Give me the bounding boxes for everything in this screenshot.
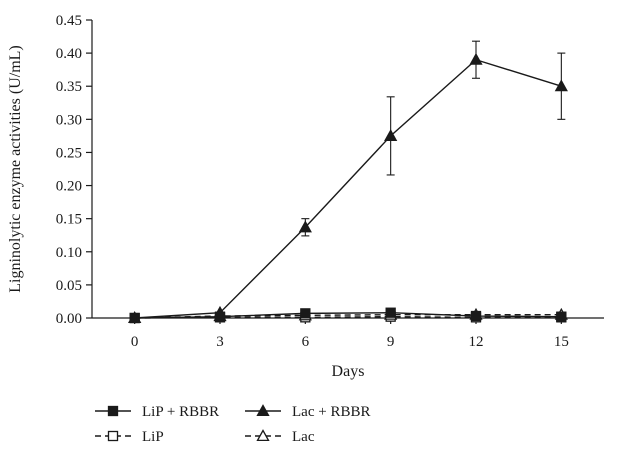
axes [91, 20, 604, 319]
legend-item-lac-rbbr: Lac + RBBR [245, 404, 370, 420]
y-tick-label: 0.10 [56, 245, 82, 261]
legend-marker-lip [107, 430, 119, 442]
series-line-lac-rbbr [134, 58, 562, 319]
axis-ticks: 0.00 0.05 0.10 0.15 0.20 0.25 0.30 0.35 0.40 0.45… [56, 13, 569, 350]
y-tick-label: 0.05 [56, 278, 82, 294]
x-tick-label: 0 [131, 334, 139, 350]
data-point-lac-rbbr [554, 79, 568, 92]
legend-marker-lac-rbbr [256, 404, 270, 417]
x-axis-title: Days [332, 363, 365, 380]
x-tick-label: 3 [216, 334, 224, 350]
y-tick-label: 0.30 [56, 112, 82, 128]
series-layer [128, 40, 568, 324]
legend-label-lip: LiP [142, 429, 164, 445]
series-lac-rbbr [128, 40, 568, 324]
legend-label-lip-rbbr: LiP + RBBR [142, 404, 219, 420]
legend-item-lac: Lac [245, 429, 315, 445]
series-line-lip-rbbr [134, 312, 562, 319]
data-point-lip-rbbr [300, 308, 311, 319]
x-tick-label: 6 [302, 334, 310, 350]
y-tick-label: 0.40 [56, 46, 82, 62]
y-tick-label: 0.00 [56, 311, 82, 327]
legend-label-lac: Lac [292, 429, 315, 445]
legend-label-lac-rbbr: Lac + RBBR [292, 404, 370, 420]
y-tick-label: 0.20 [56, 179, 82, 195]
y-tick-label: 0.45 [56, 13, 82, 29]
data-point-lac-rbbr [384, 129, 398, 141]
data-point-lip-rbbr [470, 310, 482, 322]
legend-item-lip: LiP [95, 429, 164, 445]
data-point-lac-rbbr [213, 305, 227, 318]
x-tick-label: 12 [469, 334, 484, 350]
legend-marker-lip-rbbr [107, 405, 119, 417]
legend: LiP + RBBR Lac + RBBR LiP Lac [95, 404, 370, 445]
x-tick-label: 9 [387, 334, 395, 350]
x-tick-label: 15 [554, 334, 569, 350]
data-point-lip-rbbr [385, 307, 396, 318]
legend-item-lip-rbbr: LiP + RBBR [95, 404, 219, 420]
y-tick-label: 0.15 [56, 212, 82, 228]
y-axis-title: Ligninolytic enzyme activities (U/mL) [7, 45, 24, 292]
data-point-lac-rbbr [298, 220, 312, 233]
data-point-lip-rbbr [556, 311, 567, 322]
data-point-lac-rbbr [469, 52, 483, 65]
y-tick-label: 0.25 [56, 145, 82, 161]
data-point-lac-rbbr [128, 311, 142, 324]
legend-marker-lac [256, 429, 270, 442]
y-tick-label: 0.35 [56, 79, 82, 95]
